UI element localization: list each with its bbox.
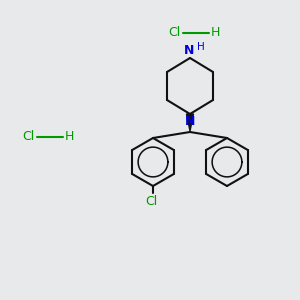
- Text: H: H: [65, 130, 74, 143]
- Text: Cl: Cl: [22, 130, 34, 143]
- Polygon shape: [187, 114, 194, 131]
- Text: Cl: Cl: [168, 26, 180, 40]
- Text: N: N: [185, 115, 195, 128]
- Text: N: N: [184, 44, 194, 57]
- Text: Cl: Cl: [145, 195, 157, 208]
- Text: H: H: [211, 26, 220, 40]
- Text: H: H: [197, 42, 205, 52]
